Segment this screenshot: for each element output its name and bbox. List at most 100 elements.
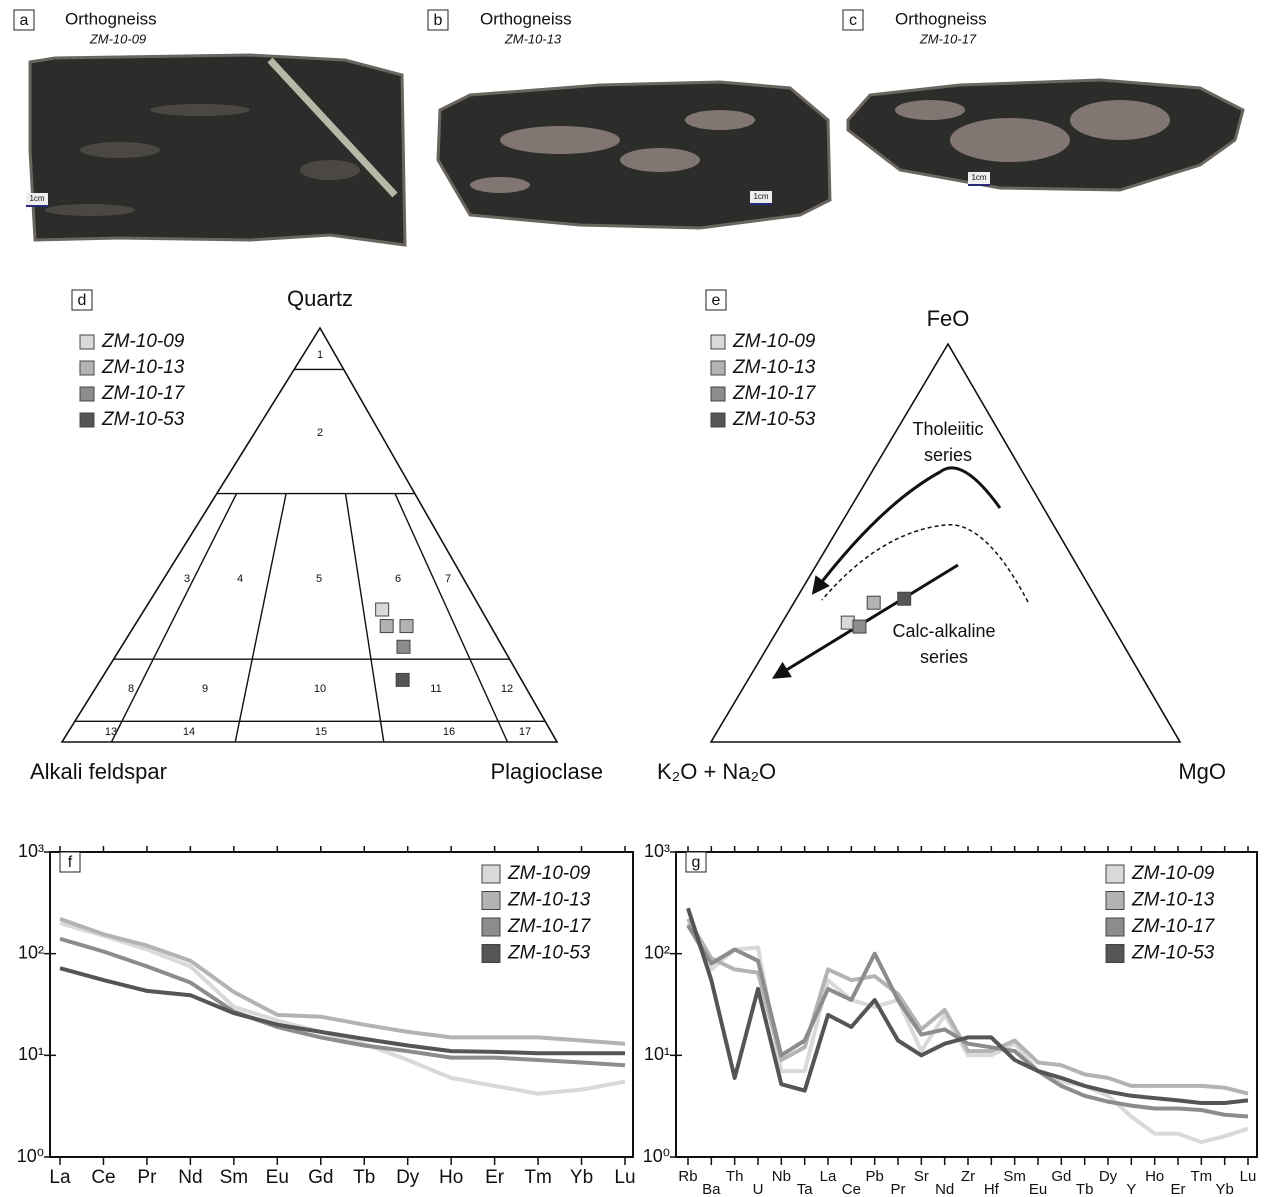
x-tick-label: Tm	[524, 1167, 551, 1188]
y-tick-label: 10¹	[644, 1044, 670, 1064]
rock-texture	[685, 110, 755, 130]
x-tick-label: Y	[1126, 1181, 1136, 1197]
sample-point	[375, 602, 390, 617]
x-tick-label: Dy	[1099, 1168, 1118, 1185]
legend-swatch	[1105, 944, 1125, 963]
panel-label-box	[685, 851, 707, 873]
x-tick-label: Ce	[842, 1181, 861, 1197]
field-label: 2	[317, 427, 323, 439]
field-label: 15	[315, 726, 327, 738]
x-tick-label: Lu	[614, 1167, 635, 1188]
sample-point	[379, 619, 394, 634]
annotation: series	[924, 445, 972, 465]
legend-swatch	[710, 360, 726, 376]
series-line	[59, 917, 626, 1046]
y-tick-label: 10³	[644, 841, 670, 861]
scale-bar-label: 1cm	[971, 173, 986, 182]
y-tick-label: 10⁰	[643, 1146, 670, 1166]
series-line	[59, 966, 625, 1056]
rock-texture	[300, 160, 360, 180]
annotation: Calc-alkaline	[892, 621, 995, 641]
rock-texture	[45, 204, 135, 216]
x-tick-label: Sm	[1003, 1168, 1026, 1185]
apex-label: MgO	[1178, 759, 1226, 784]
x-tick-label: Gd	[308, 1167, 333, 1188]
divider-curve	[821, 524, 1029, 603]
x-tick-label: Eu	[1029, 1181, 1047, 1197]
panel-label-box	[842, 9, 864, 31]
legend-label: ZM-10-13	[507, 890, 591, 911]
sample-point	[395, 672, 410, 687]
legend-label: ZM-10-17	[101, 383, 186, 404]
legend-label: ZM-10-13	[101, 357, 185, 378]
field-label: 3	[184, 573, 190, 585]
field-boundary	[394, 493, 509, 743]
y-tick-label: 10²	[644, 942, 670, 962]
legend-label: ZM-10-53	[732, 409, 816, 430]
rock-texture	[895, 100, 965, 120]
scale-bar-bg	[26, 193, 48, 205]
legend-swatch	[481, 944, 501, 963]
scale-bar-bg	[750, 191, 772, 203]
field-label: 6	[395, 573, 401, 585]
x-tick-label: La	[820, 1168, 837, 1185]
sample-point	[897, 591, 912, 606]
field-label: 5	[316, 573, 322, 585]
sample-point	[840, 615, 855, 630]
ternary-frame	[60, 326, 559, 743]
apex-label: Plagioclase	[490, 759, 603, 784]
legend-swatch	[1105, 891, 1125, 910]
x-tick-label: Rb	[678, 1168, 697, 1185]
legend-swatch	[79, 412, 95, 428]
series-line	[686, 922, 1249, 1145]
apex-label: Alkali feldspar	[30, 759, 167, 784]
x-tick-label: Eu	[266, 1167, 289, 1188]
field-label: 1	[317, 349, 323, 361]
field-boundary	[110, 493, 238, 743]
series-line	[686, 907, 1249, 1105]
x-tick-label: Th	[726, 1168, 744, 1185]
legend-swatch	[79, 386, 95, 402]
scale-bar-bg	[968, 172, 990, 184]
x-tick-label: Er	[485, 1167, 505, 1188]
legend-swatch	[79, 360, 95, 376]
legend-swatch	[481, 917, 501, 937]
legend-label: ZM-10-17	[732, 383, 817, 404]
panel-label: c	[849, 12, 857, 29]
apex-label: Quartz	[287, 286, 353, 311]
legend-label: ZM-10-17	[507, 916, 592, 937]
x-tick-label: Nb	[772, 1168, 791, 1185]
field-label: 10	[314, 683, 326, 695]
legend-label: ZM-10-53	[101, 409, 185, 430]
annotation: series	[920, 647, 968, 667]
x-tick-label: Hf	[984, 1181, 1000, 1197]
field-label: 8	[128, 683, 134, 695]
field-label: 17	[519, 726, 531, 738]
legend-label: ZM-10-17	[1131, 916, 1216, 937]
photo-title: Orthogneiss	[895, 9, 987, 28]
sample-point	[866, 595, 881, 610]
legend-label: ZM-10-09	[507, 863, 591, 884]
panel-label: d	[78, 292, 87, 309]
x-tick-label: Pr	[891, 1181, 906, 1197]
photo-title: Orthogneiss	[65, 9, 157, 28]
field-label: 12	[501, 683, 513, 695]
legend-label: ZM-10-09	[1131, 863, 1215, 884]
x-tick-label: Ce	[91, 1167, 115, 1188]
rock-texture	[80, 142, 160, 158]
apex-label: K₂O + Na₂O	[657, 759, 776, 784]
scale-bar-label: 1cm	[753, 192, 768, 201]
plot-frame	[49, 851, 634, 1158]
x-tick-label: Ta	[797, 1181, 814, 1197]
legend-swatch	[710, 412, 726, 428]
x-tick-label: Pr	[137, 1167, 157, 1188]
legend-swatch	[710, 334, 726, 350]
x-tick-label: Dy	[396, 1167, 420, 1188]
x-tick-label: Tb	[353, 1167, 375, 1188]
panel-label: f	[68, 854, 73, 871]
rock-texture	[1070, 100, 1170, 140]
tholeiitic-trend	[811, 466, 1002, 595]
apex-label: FeO	[927, 306, 970, 331]
plot-frame	[675, 851, 1258, 1158]
legend-label: ZM-10-09	[732, 331, 816, 352]
